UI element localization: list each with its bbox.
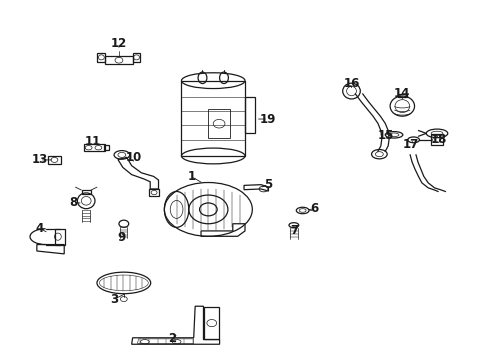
Text: 6: 6 xyxy=(311,202,319,215)
Text: 12: 12 xyxy=(111,36,127,50)
Text: 17: 17 xyxy=(403,138,419,150)
Text: 15: 15 xyxy=(377,129,394,142)
Bar xyxy=(204,307,219,339)
Text: 1: 1 xyxy=(187,170,196,183)
Text: 14: 14 xyxy=(394,87,411,100)
Bar xyxy=(55,229,65,244)
Text: 8: 8 xyxy=(69,196,77,209)
Bar xyxy=(84,144,105,151)
Bar xyxy=(82,190,91,194)
Bar xyxy=(181,81,245,156)
Text: 5: 5 xyxy=(264,178,272,191)
Text: 13: 13 xyxy=(32,153,48,166)
Bar xyxy=(208,109,230,138)
Text: 4: 4 xyxy=(36,222,44,235)
Bar xyxy=(104,145,109,149)
Text: 9: 9 xyxy=(118,231,126,244)
Text: 16: 16 xyxy=(343,77,360,90)
Text: 10: 10 xyxy=(126,151,142,164)
Bar xyxy=(398,94,407,97)
Bar xyxy=(49,156,61,163)
Text: 18: 18 xyxy=(431,133,447,146)
Text: 11: 11 xyxy=(84,135,100,148)
Text: 19: 19 xyxy=(260,113,276,126)
Bar xyxy=(245,97,255,133)
Bar xyxy=(149,189,159,196)
Text: 2: 2 xyxy=(169,332,177,345)
Text: 7: 7 xyxy=(290,224,298,237)
Text: 3: 3 xyxy=(110,293,119,306)
